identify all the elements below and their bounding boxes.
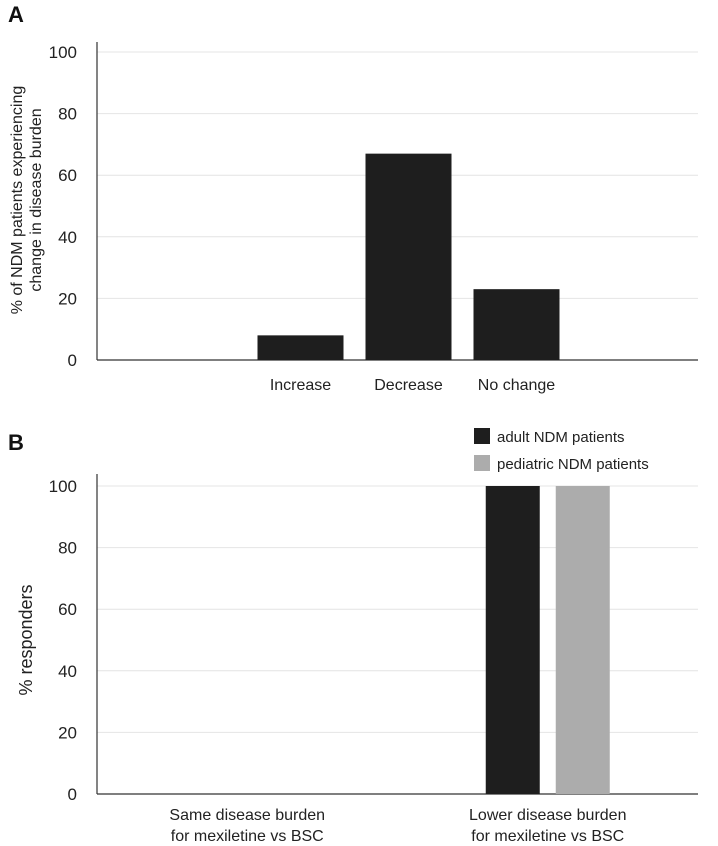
bar-adult-2	[485, 486, 540, 794]
y-axis-title-a: % of NDM patients experiencing change in …	[9, 86, 45, 315]
y-axis-title-line: change in disease burden	[28, 108, 45, 291]
y-tick-label-a: 80	[58, 105, 77, 124]
panel-letter-a: A	[8, 2, 24, 27]
x-category-label-a: Decrease	[374, 377, 443, 394]
y-tick-label-a: 40	[58, 228, 77, 247]
bar-pediatric-2	[555, 486, 610, 794]
panel-letter-b: B	[8, 430, 24, 455]
x-category-label-a: No change	[478, 377, 555, 394]
y-tick-label-b: 0	[68, 785, 77, 804]
y-tick-label-a: 20	[58, 289, 77, 308]
y-tick-label-b: 100	[49, 477, 77, 496]
bar-decrease	[365, 153, 452, 360]
y-tick-label-b: 60	[58, 600, 77, 619]
legend-swatch-adult	[474, 428, 490, 444]
bar-increase	[257, 335, 344, 360]
y-tick-label-a: 100	[49, 43, 77, 62]
y-tick-label-b: 20	[58, 723, 77, 742]
y-tick-label-b: 40	[58, 662, 77, 681]
y-tick-label-a: 0	[68, 351, 77, 370]
x-category-label-b: Lower disease burden	[469, 807, 626, 824]
legend-swatch-pediatric	[474, 455, 490, 471]
y-axis-title-line: % of NDM patients experiencing	[9, 86, 26, 315]
x-category-label-b: for mexiletine vs BSC	[171, 828, 324, 845]
y-tick-label-a: 60	[58, 166, 77, 185]
x-category-label-b: for mexiletine vs BSC	[471, 828, 624, 845]
x-category-label-a: Increase	[270, 377, 331, 394]
x-category-label-b: Same disease burden	[169, 807, 325, 824]
legend-label-pediatric: pediatric NDM patients	[497, 456, 649, 473]
legend-label-adult: adult NDM patients	[497, 429, 625, 446]
y-tick-label-b: 80	[58, 539, 77, 558]
y-axis-title-b: % responders	[16, 584, 36, 695]
bar-no-change	[473, 289, 560, 360]
